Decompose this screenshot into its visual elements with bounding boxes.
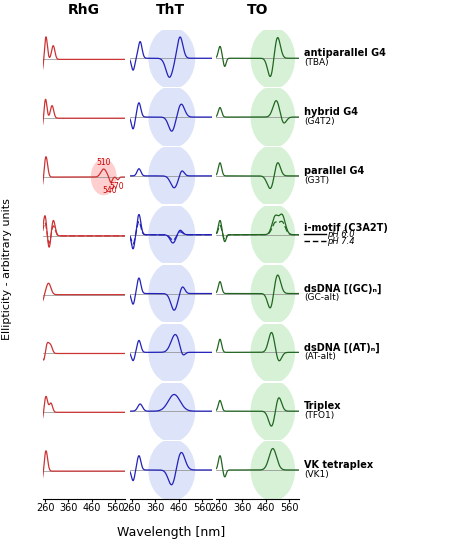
Text: 540: 540 — [102, 186, 117, 195]
Ellipse shape — [148, 204, 195, 266]
Text: dsDNA [(GC)ₙ]: dsDNA [(GC)ₙ] — [304, 284, 382, 294]
Text: pH 7.4: pH 7.4 — [327, 237, 355, 246]
Ellipse shape — [250, 262, 295, 324]
Ellipse shape — [148, 439, 195, 501]
Text: (VK1): (VK1) — [304, 470, 329, 479]
Text: antiparallel G4: antiparallel G4 — [304, 49, 386, 58]
Ellipse shape — [250, 204, 295, 266]
Ellipse shape — [250, 86, 295, 148]
Text: RhG: RhG — [68, 3, 100, 17]
Text: (GC-alt): (GC-alt) — [304, 293, 339, 302]
Text: VK tetraplex: VK tetraplex — [304, 460, 374, 470]
Ellipse shape — [148, 86, 195, 148]
Text: Wavelength [nm]: Wavelength [nm] — [117, 526, 225, 539]
Ellipse shape — [148, 145, 195, 207]
Text: Ellipticity - arbitrary units: Ellipticity - arbitrary units — [2, 198, 12, 341]
Text: TO: TO — [247, 3, 268, 17]
Text: (G4T2): (G4T2) — [304, 117, 335, 126]
Text: pH 6.0: pH 6.0 — [327, 230, 355, 239]
Ellipse shape — [148, 380, 195, 442]
Text: Triplex: Triplex — [304, 402, 342, 411]
Ellipse shape — [250, 27, 295, 89]
Text: (G3T): (G3T) — [304, 176, 329, 185]
Ellipse shape — [250, 145, 295, 207]
Text: (TBA): (TBA) — [304, 58, 329, 67]
Text: i-motif (C3A2T): i-motif (C3A2T) — [304, 223, 388, 233]
Ellipse shape — [250, 380, 295, 442]
Ellipse shape — [148, 262, 195, 324]
Text: parallel G4: parallel G4 — [304, 166, 365, 176]
Ellipse shape — [250, 321, 295, 383]
Text: 570: 570 — [109, 182, 124, 191]
Text: dsDNA [(AT)ₙ]: dsDNA [(AT)ₙ] — [304, 342, 380, 353]
Text: (TFO1): (TFO1) — [304, 411, 335, 420]
Text: (AT-alt): (AT-alt) — [304, 352, 336, 361]
Text: 510: 510 — [96, 158, 111, 168]
Text: ThT: ThT — [156, 3, 185, 17]
Ellipse shape — [148, 321, 195, 383]
Ellipse shape — [250, 439, 295, 501]
Text: hybrid G4: hybrid G4 — [304, 107, 358, 117]
Ellipse shape — [148, 27, 195, 89]
Ellipse shape — [91, 158, 117, 195]
